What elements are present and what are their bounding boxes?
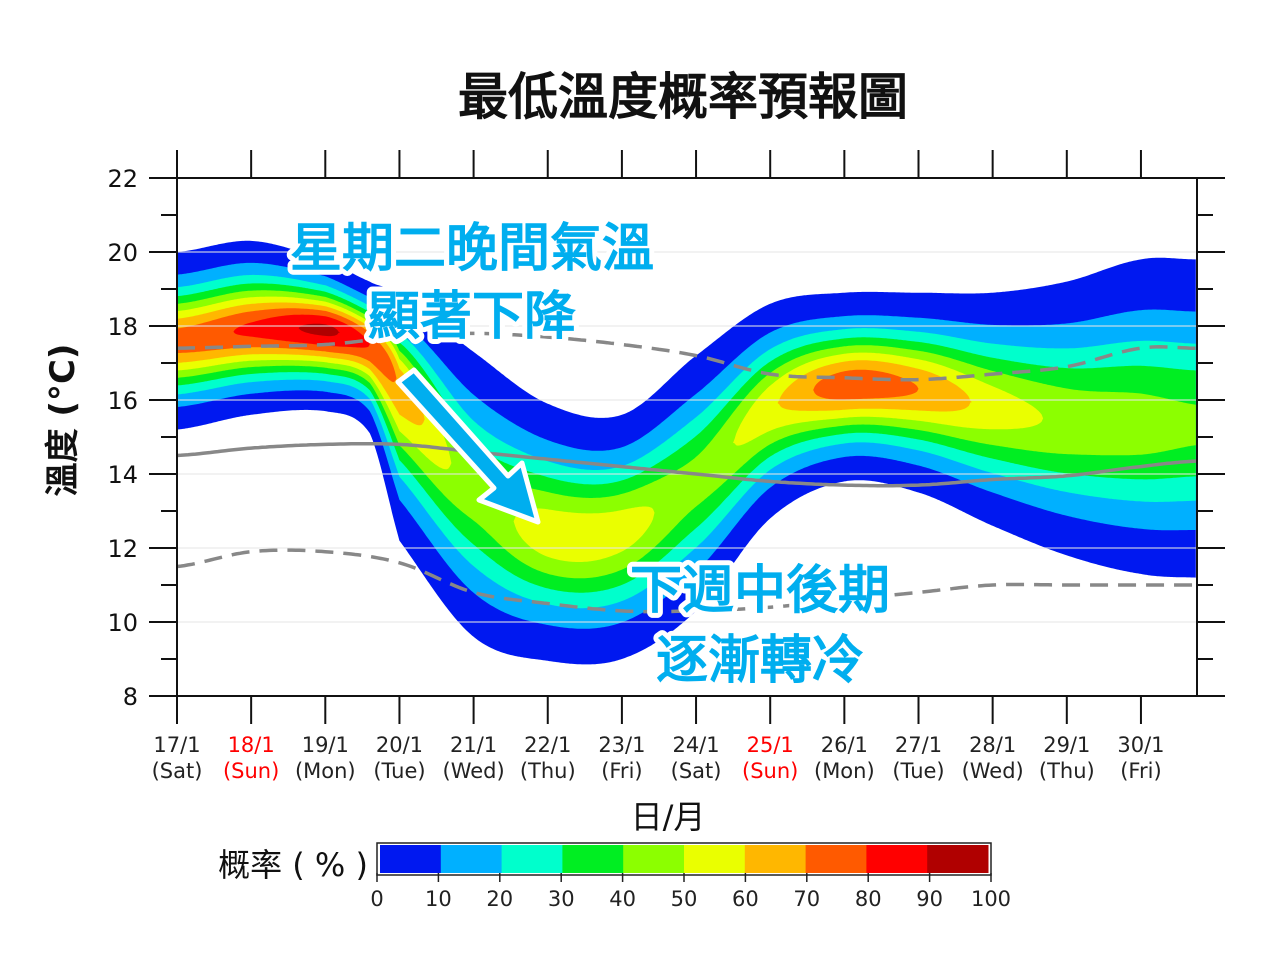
colorbar-swatch-0	[380, 845, 442, 873]
y-tick-label: 22	[107, 165, 138, 193]
y-tick-label: 16	[107, 387, 138, 415]
y-tick-label: 18	[107, 313, 138, 341]
x-tick-weekday: (Mon)	[814, 759, 875, 783]
y-tick-label: 14	[107, 461, 138, 489]
x-tick-weekday: (Sat)	[152, 759, 203, 783]
colorbar-swatch-50	[684, 845, 746, 873]
colorbar-swatch-60	[744, 845, 807, 873]
x-tick-weekday: (Tue)	[373, 759, 425, 783]
x-tick-weekday: (Thu)	[1039, 759, 1095, 783]
colorbar-tick-label: 90	[916, 887, 943, 911]
probability-band-40-50	[177, 290, 1196, 579]
x-tick-date: 20/1	[376, 733, 423, 757]
y-tick-label: 12	[107, 535, 138, 563]
colorbar-swatch-40	[623, 845, 685, 873]
solid-reference-line-0	[176, 441, 1197, 488]
y-tick-label: 8	[123, 683, 138, 711]
x-axis-label: 日/月	[631, 798, 706, 836]
annotation-2-line-2: 逐漸轉冷	[656, 631, 864, 691]
colorbar-tick-label: 20	[486, 887, 513, 911]
x-tick-date: 26/1	[821, 733, 868, 757]
colorbar-label: 概率 ( % )	[218, 846, 368, 884]
x-tick-weekday: (Tue)	[892, 759, 944, 783]
colorbar-tick-label: 70	[793, 887, 820, 911]
colorbar-swatch-80	[866, 845, 928, 873]
x-tick-weekday: (Sun)	[223, 759, 279, 783]
colorbar-tick-label: 80	[855, 887, 882, 911]
annotation-1-line-1: 星期二晚間氣溫	[290, 219, 654, 279]
reference-lines	[176, 331, 1197, 614]
annotation-1-line-2: 顯著下降	[368, 287, 576, 347]
probability-band-80-90	[177, 314, 1196, 538]
colorbar-tick-label: 10	[425, 887, 452, 911]
x-tick-weekday: (Fri)	[1120, 759, 1161, 783]
colorbar-swatch-20	[501, 845, 563, 873]
x-tick-weekday: (Wed)	[962, 759, 1024, 783]
dashed-reference-line-1	[176, 331, 1197, 382]
x-tick-date: 23/1	[598, 733, 645, 757]
colorbar-tick-label: 30	[548, 887, 575, 911]
axes: 81012141618202217/1(Sat)18/1(Sun)19/1(Mo…	[107, 150, 1225, 783]
colorbar-swatch-30	[562, 845, 624, 873]
x-tick-weekday: (Sun)	[742, 759, 798, 783]
x-tick-weekday: (Thu)	[520, 759, 576, 783]
colorbar-swatch-90	[927, 845, 989, 873]
colorbar-tick-label: 50	[671, 887, 698, 911]
x-tick-weekday: (Wed)	[443, 759, 505, 783]
y-tick-label: 10	[107, 609, 138, 637]
chart-title: 最低溫度概率預報圖	[458, 68, 908, 126]
annotations: 星期二晚間氣溫 顯著下降 下週中後期 逐漸轉冷	[285, 214, 895, 696]
colorbar-tick-label: 100	[971, 887, 1011, 911]
x-tick-date: 22/1	[524, 733, 571, 757]
colorbar-tick-label: 60	[732, 887, 759, 911]
annotation-2-line-1: 下週中後期	[630, 561, 890, 621]
x-tick-date: 19/1	[302, 733, 349, 757]
x-tick-date: 18/1	[228, 733, 275, 757]
colorbar-tick-label: 40	[609, 887, 636, 911]
dashed-reference-line-2	[176, 548, 1197, 614]
down-arrow-annotation	[395, 367, 541, 525]
x-tick-date: 28/1	[969, 733, 1016, 757]
x-tick-weekday: (Mon)	[295, 759, 356, 783]
x-tick-date: 24/1	[672, 733, 719, 757]
colorbar-swatch-10	[440, 845, 503, 873]
x-tick-date: 25/1	[747, 733, 794, 757]
colorbar: 概率 ( % ) 0 10 20 30 40 50 60 70 80 90 100	[218, 842, 1011, 911]
x-tick-date: 17/1	[153, 733, 200, 757]
x-tick-weekday: (Sat)	[671, 759, 722, 783]
x-tick-date: 30/1	[1117, 733, 1164, 757]
x-tick-date: 29/1	[1043, 733, 1090, 757]
colorbar-swatch-70	[805, 845, 867, 873]
y-tick-label: 20	[107, 239, 138, 267]
y-axis-label: 溫度 (°C)	[43, 344, 83, 497]
x-tick-date: 27/1	[895, 733, 942, 757]
x-tick-date: 21/1	[450, 733, 497, 757]
colorbar-tick-label: 0	[370, 887, 383, 911]
x-tick-weekday: (Fri)	[601, 759, 642, 783]
